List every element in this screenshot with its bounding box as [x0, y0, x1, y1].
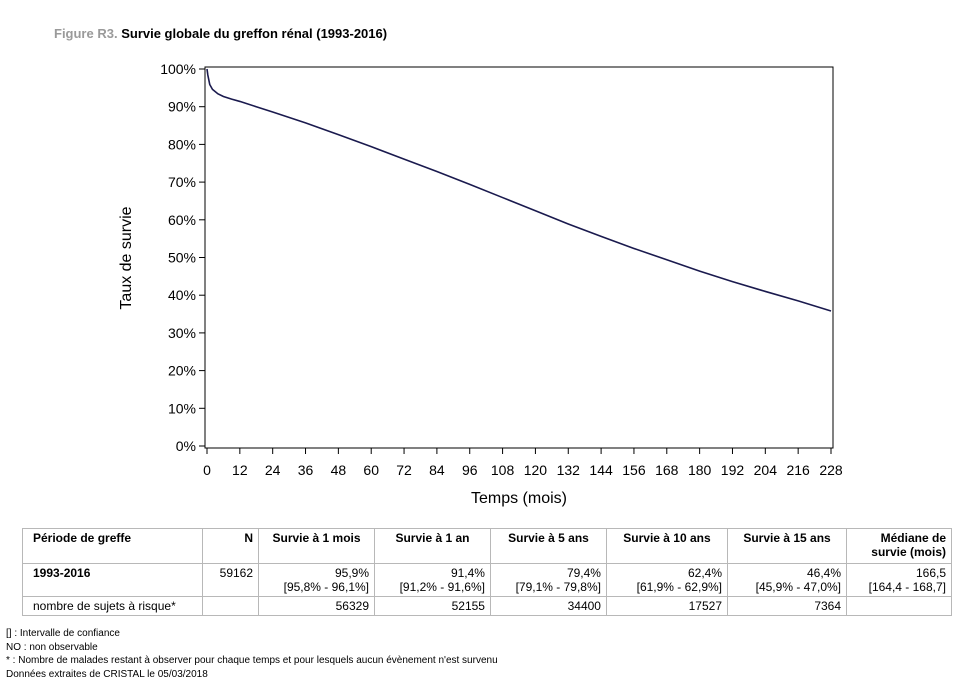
- survival-curve: [206, 68, 832, 312]
- cell-risk-empty: [201, 596, 260, 616]
- cell-1-year: 91,4% [91,2% - 91,6%]: [374, 563, 491, 597]
- x-tick-label: 120: [524, 462, 548, 478]
- cell-5-years: 79,4% [79,1% - 79,8%]: [489, 563, 607, 597]
- y-tick-label: 70%: [168, 174, 196, 190]
- header-median: Médiane de survie (mois): [846, 528, 952, 564]
- y-tick-label: 40%: [168, 287, 196, 303]
- footnote: * : Nombre de malades restant à observer…: [6, 655, 498, 666]
- x-tick-label: 192: [721, 462, 745, 478]
- cell-risk-1-month: 56329: [258, 596, 375, 616]
- cell-risk-10-years: 17527: [605, 596, 729, 616]
- x-tick-label: 12: [232, 462, 248, 478]
- y-axis: 0% 10% 20% 30% 40% 50% 60% 70% 80% 90% 100%: [160, 61, 205, 454]
- header-5-years: Survie à 5 ans: [489, 528, 607, 564]
- y-tick-label: 80%: [168, 136, 196, 152]
- cell-median: 166,5 [164,4 - 168,7]: [846, 563, 952, 597]
- x-axis: 0 12 24 36 48 60 72 84 96 108 120 132 144 156 168 180 19…: [203, 448, 843, 478]
- survival-table: Période de greffe N Survie à 1 mois Surv…: [22, 528, 952, 616]
- x-tick-label: 96: [462, 462, 478, 478]
- y-tick-label: 10%: [168, 400, 196, 416]
- table-row-risk: nombre de sujets à risque* 56329 52155 3…: [22, 596, 952, 616]
- x-tick-label: 156: [622, 462, 646, 478]
- y-tick-label: 0%: [176, 438, 196, 454]
- cell-1-month: 95,9% [95,8% - 96,1%]: [258, 563, 375, 597]
- x-tick-label: 144: [589, 462, 613, 478]
- header-period: Période de greffe: [22, 528, 203, 564]
- y-tick-label: 90%: [168, 99, 196, 115]
- cell-risk-label: nombre de sujets à risque*: [22, 596, 203, 616]
- header-1-year: Survie à 1 an: [374, 528, 491, 564]
- cell-15-years: 46,4% [45,9% - 47,0%]: [726, 563, 848, 597]
- x-tick-label: 0: [203, 462, 211, 478]
- cell-n: 59162: [201, 563, 260, 597]
- cell-risk-5-years: 34400: [489, 596, 607, 616]
- survival-chart: 0% 10% 20% 30% 40% 50% 60% 70% 80% 90% 100% 0 12 24 3…: [118, 61, 843, 507]
- y-tick-label: 20%: [168, 363, 196, 379]
- x-tick-label: 168: [655, 462, 679, 478]
- y-tick-label: 100%: [160, 61, 196, 77]
- header-10-years: Survie à 10 ans: [605, 528, 729, 564]
- cell-period: 1993-2016: [22, 563, 203, 597]
- footnote: [] : Intervalle de confiance: [6, 628, 120, 639]
- x-tick-label: 60: [363, 462, 379, 478]
- header-1-month: Survie à 1 mois: [258, 528, 375, 564]
- cell-risk-15-years: 7364: [726, 596, 848, 616]
- x-tick-label: 204: [754, 462, 778, 478]
- cell-10-years: 62,4% [61,9% - 62,9%]: [605, 563, 729, 597]
- footnotes: [] : Intervalle de confiance NO : non ob…: [6, 627, 498, 681]
- y-tick-label: 50%: [168, 250, 196, 266]
- header-15-years: Survie à 15 ans: [726, 528, 848, 564]
- figure-title: Figure R3. Survie globale du greffon rén…: [54, 26, 387, 41]
- table-row: 1993-2016 59162 95,9% [95,8% - 96,1%] 91,…: [22, 563, 952, 597]
- footnote: Données extraites de CRISTAL le 05/03/20…: [6, 668, 208, 680]
- y-tick-label: 30%: [168, 325, 196, 341]
- header-n: N: [201, 528, 260, 564]
- figure-title-text: Survie globale du greffon rénal (1993-20…: [121, 26, 388, 41]
- x-tick-label: 72: [396, 462, 412, 478]
- x-tick-label: 36: [298, 462, 314, 478]
- x-tick-label: 108: [491, 462, 515, 478]
- cell-risk-1-year: 52155: [374, 596, 491, 616]
- x-tick-label: 48: [331, 462, 347, 478]
- footnote: NO : non observable: [6, 641, 98, 653]
- x-tick-label: 132: [557, 462, 581, 478]
- y-axis-title: Taux de survie: [118, 206, 135, 309]
- figure-label: Figure R3.: [54, 26, 118, 41]
- x-tick-label: 84: [429, 462, 445, 478]
- x-tick-label: 216: [786, 462, 810, 478]
- x-axis-title: Temps (mois): [471, 490, 567, 507]
- table-header-row: Période de greffe N Survie à 1 mois Surv…: [22, 528, 952, 564]
- plot-frame: [204, 66, 834, 449]
- y-tick-label: 60%: [168, 212, 196, 228]
- x-tick-label: 228: [819, 462, 843, 478]
- x-tick-label: 24: [265, 462, 281, 478]
- x-tick-label: 180: [688, 462, 712, 478]
- cell-risk-median-empty: [846, 596, 952, 616]
